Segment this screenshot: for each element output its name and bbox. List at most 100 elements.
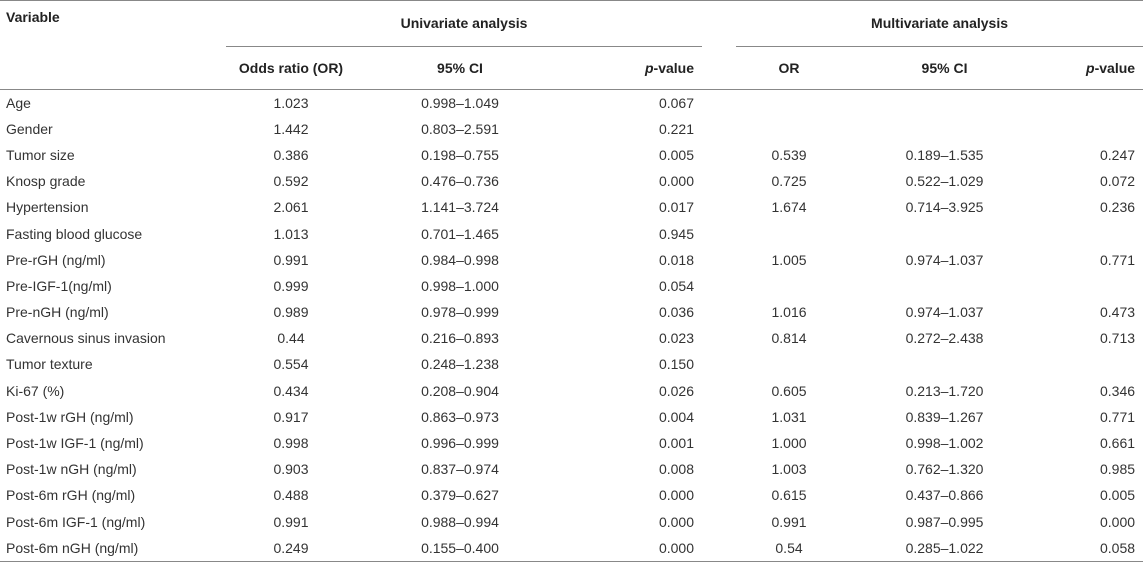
uni-p-cell: 0.150 xyxy=(658,356,695,373)
multi-p-cell xyxy=(1047,351,1143,377)
table-row: Tumor size 0.386 0.198–0.755 0.005 0.539 0.18… xyxy=(0,142,1143,168)
multi-or-cell: 0.725 xyxy=(771,173,807,190)
multi-or-cell xyxy=(736,89,842,116)
uni-p-cell: 0.000 xyxy=(658,173,695,190)
uni-or-cell: 0.249 xyxy=(226,534,356,562)
spacer-cell xyxy=(702,142,736,168)
multi-ci-cell: 0.213–1.720 xyxy=(905,382,984,399)
uni-p-cell: 0.017 xyxy=(658,199,695,216)
uni-or-cell: 0.386 xyxy=(273,146,309,163)
multi-or-cell: 0.539 xyxy=(771,146,807,163)
variable-cell: Post-1w rGH (ng/ml) xyxy=(6,408,134,425)
uni-p-cell: 0.026 xyxy=(658,382,695,399)
variable-subheader-blank xyxy=(0,46,226,90)
spacer-cell xyxy=(702,168,736,194)
table-row: Cavernous sinus invasion 0.44 0.216–0.893 0… xyxy=(0,325,1143,351)
multi-p-cell xyxy=(1047,220,1143,246)
multi-ci-cell: 0.714–3.925 xyxy=(905,199,984,216)
uni-or-cell: 0.989 xyxy=(273,304,309,321)
multi-ci-cell: 0.272–2.438 xyxy=(905,330,984,347)
variable-cell: Pre-rGH (ng/ml) xyxy=(6,251,106,268)
uni-p-cell: 0.018 xyxy=(658,251,695,268)
multi-ci-cell xyxy=(842,273,1047,299)
variable-cell: Post-6m rGH (ng/ml) xyxy=(6,487,136,504)
multi-ci-cell xyxy=(842,116,1047,142)
table-row: Post-1w IGF-1 (ng/ml) 0.998 0.996–0.999 0.0… xyxy=(0,430,1143,456)
uni-ci-cell: 0.155–0.400 xyxy=(356,534,564,562)
uni-or-cell: 0.903 xyxy=(273,461,309,478)
variable-cell: Post-6m IGF-1 (ng/ml) xyxy=(6,513,146,530)
variable-cell: Fasting blood glucose xyxy=(6,225,143,242)
multi-ci-cell: 0.998–1.002 xyxy=(905,435,984,452)
multi-ci-cell xyxy=(842,351,1047,377)
uni-ci-cell: 0.863–0.973 xyxy=(421,408,499,425)
uni-p-cell: 0.036 xyxy=(658,304,695,321)
variable-cell: Post-6m nGH (ng/ml) xyxy=(0,534,226,562)
uni-ci-cell: 0.984–0.998 xyxy=(421,251,499,268)
uni-p-cell: 0.000 xyxy=(658,513,695,530)
variable-cell: Pre-nGH (ng/ml) xyxy=(6,304,109,321)
spacer-cell xyxy=(702,456,736,482)
univariate-header: Univariate analysis xyxy=(226,0,703,47)
uni-or-cell: 0.488 xyxy=(273,487,309,504)
multi-or-cell: 1.016 xyxy=(771,304,807,321)
variable-cell: Tumor size xyxy=(6,146,75,163)
multi-ci-cell: 0.437–0.866 xyxy=(905,487,984,504)
multi-p-header: p-value xyxy=(1047,46,1143,90)
variable-cell: Ki-67 (%) xyxy=(6,382,65,399)
multi-ci-cell: 0.762–1.320 xyxy=(905,461,984,478)
multi-ci-cell: 0.987–0.995 xyxy=(905,513,984,530)
variable-header: Variable xyxy=(0,0,226,46)
multi-p-rest: -value xyxy=(1094,59,1136,76)
uni-ci-cell: 0.476–0.736 xyxy=(421,173,499,190)
multi-p-cell: 0.005 xyxy=(1100,487,1136,504)
uni-p-cell: 0.001 xyxy=(658,435,695,452)
table-row: Post-1w nGH (ng/ml) 0.903 0.837–0.974 0.008… xyxy=(0,456,1143,482)
spacer-cell xyxy=(702,220,736,246)
spacer-cell xyxy=(702,273,736,299)
multi-or-cell: 0.615 xyxy=(771,487,807,504)
spacer-cell xyxy=(702,46,737,90)
table-row: Post-1w rGH (ng/ml) 0.917 0.863–0.973 0.004… xyxy=(0,404,1143,430)
uni-ci-cell: 0.216–0.893 xyxy=(421,330,499,347)
multi-or-cell xyxy=(736,273,842,299)
variable-cell: Tumor texture xyxy=(6,356,93,373)
uni-p-cell: 0.000 xyxy=(564,534,703,562)
uni-or-cell: 0.998 xyxy=(273,435,309,452)
multi-p-cell: 0.661 xyxy=(1100,435,1136,452)
uni-or-cell: 0.554 xyxy=(273,356,309,373)
multi-or-header: OR xyxy=(736,46,843,90)
uni-or-cell: 0.991 xyxy=(273,513,309,530)
table-row: Pre-nGH (ng/ml) 0.989 0.978–0.999 0.036 1.01… xyxy=(0,299,1143,325)
uni-ci-cell: 0.988–0.994 xyxy=(421,513,499,530)
spacer-cell xyxy=(702,351,736,377)
multi-p-cell: 0.713 xyxy=(1100,330,1136,347)
uni-ci-cell: 0.803–2.591 xyxy=(421,120,499,137)
uni-p-header: p-value xyxy=(564,46,703,90)
multi-p-cell: 0.000 xyxy=(1100,513,1136,530)
variable-cell: Age xyxy=(6,94,31,111)
uni-or-cell: 0.44 xyxy=(277,330,305,347)
table-header: Variable Univariate analysis Multivariat… xyxy=(0,0,1143,90)
multi-or-cell: 1.674 xyxy=(771,199,807,216)
table-row: Age 1.023 0.998–1.049 0.067 xyxy=(0,89,1143,116)
uni-or-cell: 1.442 xyxy=(273,120,309,137)
multi-p-cell: 0.247 xyxy=(1100,146,1136,163)
table-row: Post-6m rGH (ng/ml) 0.488 0.379–0.627 0.000… xyxy=(0,482,1143,508)
multi-or-cell: 0.605 xyxy=(771,382,807,399)
uni-or-cell: 0.434 xyxy=(273,382,309,399)
multi-ci-cell xyxy=(842,89,1047,116)
multi-ci-cell: 0.974–1.037 xyxy=(905,251,984,268)
spacer-cell xyxy=(702,247,736,273)
uni-or-cell: 1.013 xyxy=(273,225,309,242)
multi-p-cell: 0.473 xyxy=(1100,304,1136,321)
uni-ci-cell: 0.837–0.974 xyxy=(421,461,499,478)
spacer-cell xyxy=(702,0,737,46)
spacer-cell xyxy=(702,194,736,220)
header-row-columns: Odds ratio (OR) 95% CI p-value OR 95% CI… xyxy=(0,46,1143,90)
multi-or-cell: 1.031 xyxy=(771,408,807,425)
multi-ci-cell: 0.974–1.037 xyxy=(905,304,984,321)
uni-p-cell: 0.221 xyxy=(658,120,695,137)
uni-ci-cell: 0.198–0.755 xyxy=(421,146,499,163)
multivariate-header: Multivariate analysis xyxy=(736,0,1143,47)
